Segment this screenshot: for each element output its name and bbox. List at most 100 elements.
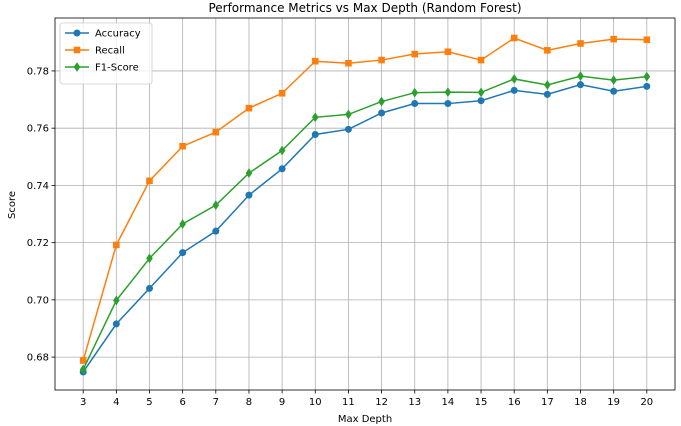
x-tick-label: 3 xyxy=(80,397,86,408)
recall-point xyxy=(113,241,120,249)
f1-score-point xyxy=(345,109,352,120)
y-tick-label: 0.68 xyxy=(27,353,49,364)
f1-score-point xyxy=(79,364,87,375)
accuracy-point xyxy=(643,82,651,90)
recall-point xyxy=(212,128,220,136)
recall-point xyxy=(345,59,352,67)
recall-point xyxy=(146,177,153,185)
x-tick-label: 10 xyxy=(309,397,322,408)
f1-score-point xyxy=(544,80,551,90)
legend-label: F1-Score xyxy=(95,63,139,74)
accuracy-point xyxy=(610,87,618,95)
grid xyxy=(55,18,675,390)
accuracy-point xyxy=(543,90,551,98)
x-tick-label: 15 xyxy=(475,397,488,408)
accuracy-point xyxy=(145,284,153,292)
x-tick-label: 8 xyxy=(246,397,252,408)
x-tick-label: 11 xyxy=(342,397,355,408)
x-tick-label: 7 xyxy=(213,397,219,408)
x-tick-label: 13 xyxy=(408,397,421,408)
f1-score-point xyxy=(146,253,153,264)
accuracy-point xyxy=(112,320,120,328)
y-tick-label: 0.70 xyxy=(27,295,49,306)
x-tick-label: 14 xyxy=(442,397,455,408)
y-axis: 0.68 0.70 0.72 0.74 0.76 0.78 xyxy=(27,66,55,364)
chart-title: Performance Metrics vs Max Depth (Random… xyxy=(208,1,521,15)
recall-point xyxy=(79,357,87,364)
recall-point xyxy=(577,40,584,47)
x-tick-label: 19 xyxy=(607,397,620,408)
legend-swatch-marker xyxy=(73,46,81,54)
accuracy-point xyxy=(477,97,485,105)
recall-point xyxy=(378,56,385,64)
accuracy-point xyxy=(278,165,286,173)
accuracy-point xyxy=(577,81,585,89)
accuracy-point xyxy=(311,130,319,138)
legend-swatch-marker xyxy=(73,62,81,72)
f1-score-line xyxy=(82,75,647,370)
accuracy-point xyxy=(510,86,518,94)
x-tick-label: 5 xyxy=(146,397,152,408)
f1-score-point xyxy=(577,71,584,81)
recall-point xyxy=(643,36,651,44)
f1-score-point xyxy=(245,168,253,178)
accuracy-point xyxy=(344,125,352,133)
f1-score-point xyxy=(113,295,120,306)
series-accuracy xyxy=(79,81,651,376)
f1-score-point xyxy=(610,75,617,85)
recall-point xyxy=(544,47,551,54)
legend-label: Accuracy xyxy=(95,29,141,40)
y-axis-label: Score xyxy=(7,191,18,219)
accuracy-point xyxy=(444,100,452,108)
series-f1-score xyxy=(79,71,651,375)
f1-score-point xyxy=(179,219,186,229)
f1-score-point xyxy=(311,112,319,123)
recall-point xyxy=(179,142,186,150)
accuracy-point xyxy=(378,109,386,117)
accuracy-point xyxy=(179,249,187,257)
y-tick-label: 0.78 xyxy=(27,66,49,77)
recall-point xyxy=(444,48,452,56)
accuracy-line xyxy=(82,83,647,373)
x-tick-label: 6 xyxy=(179,397,185,408)
recall-point xyxy=(278,89,286,97)
series-recall xyxy=(79,34,651,364)
legend-label: Recall xyxy=(95,46,125,57)
f1-score-point xyxy=(212,200,220,210)
recall-point xyxy=(411,50,419,58)
recall-point xyxy=(245,104,253,112)
x-axis-label: Max Depth xyxy=(338,414,392,425)
legend-item-recall: Recall xyxy=(65,46,125,57)
plot-area xyxy=(54,17,676,391)
legend-box xyxy=(59,22,153,85)
f1-score-point xyxy=(378,96,385,107)
f1-score-point xyxy=(477,87,485,98)
y-tick-label: 0.76 xyxy=(27,124,49,135)
series-layer xyxy=(79,34,651,376)
y-tick-label: 0.74 xyxy=(27,181,49,192)
accuracy-point xyxy=(245,191,253,199)
legend-swatch-marker xyxy=(73,29,81,37)
x-tick-label: 4 xyxy=(113,397,119,408)
x-tick-label: 18 xyxy=(574,397,587,408)
accuracy-point xyxy=(411,100,419,108)
f1-score-point xyxy=(411,87,419,98)
recall-point xyxy=(610,35,617,43)
f1-score-point xyxy=(643,71,651,82)
x-tick-label: 9 xyxy=(279,397,285,408)
accuracy-point xyxy=(212,227,220,235)
x-axis: 3 4 5 6 7 8 9 10 11 12 13 14 15 16 17 18 19 20 xyxy=(80,390,653,408)
f1-score-point xyxy=(510,74,518,84)
x-tick-label: 16 xyxy=(508,397,521,408)
f1-score-point xyxy=(444,87,452,97)
x-tick-label: 20 xyxy=(640,397,653,408)
legend-item-accuracy: Accuracy xyxy=(65,29,141,40)
recall-point xyxy=(311,57,319,65)
x-tick-label: 12 xyxy=(375,397,388,408)
recall-line xyxy=(82,37,647,361)
x-tick-label: 17 xyxy=(541,397,554,408)
legend-item-f1-score: F1-Score xyxy=(65,62,139,74)
y-tick-label: 0.72 xyxy=(27,238,49,249)
f1-score-point xyxy=(278,145,286,156)
